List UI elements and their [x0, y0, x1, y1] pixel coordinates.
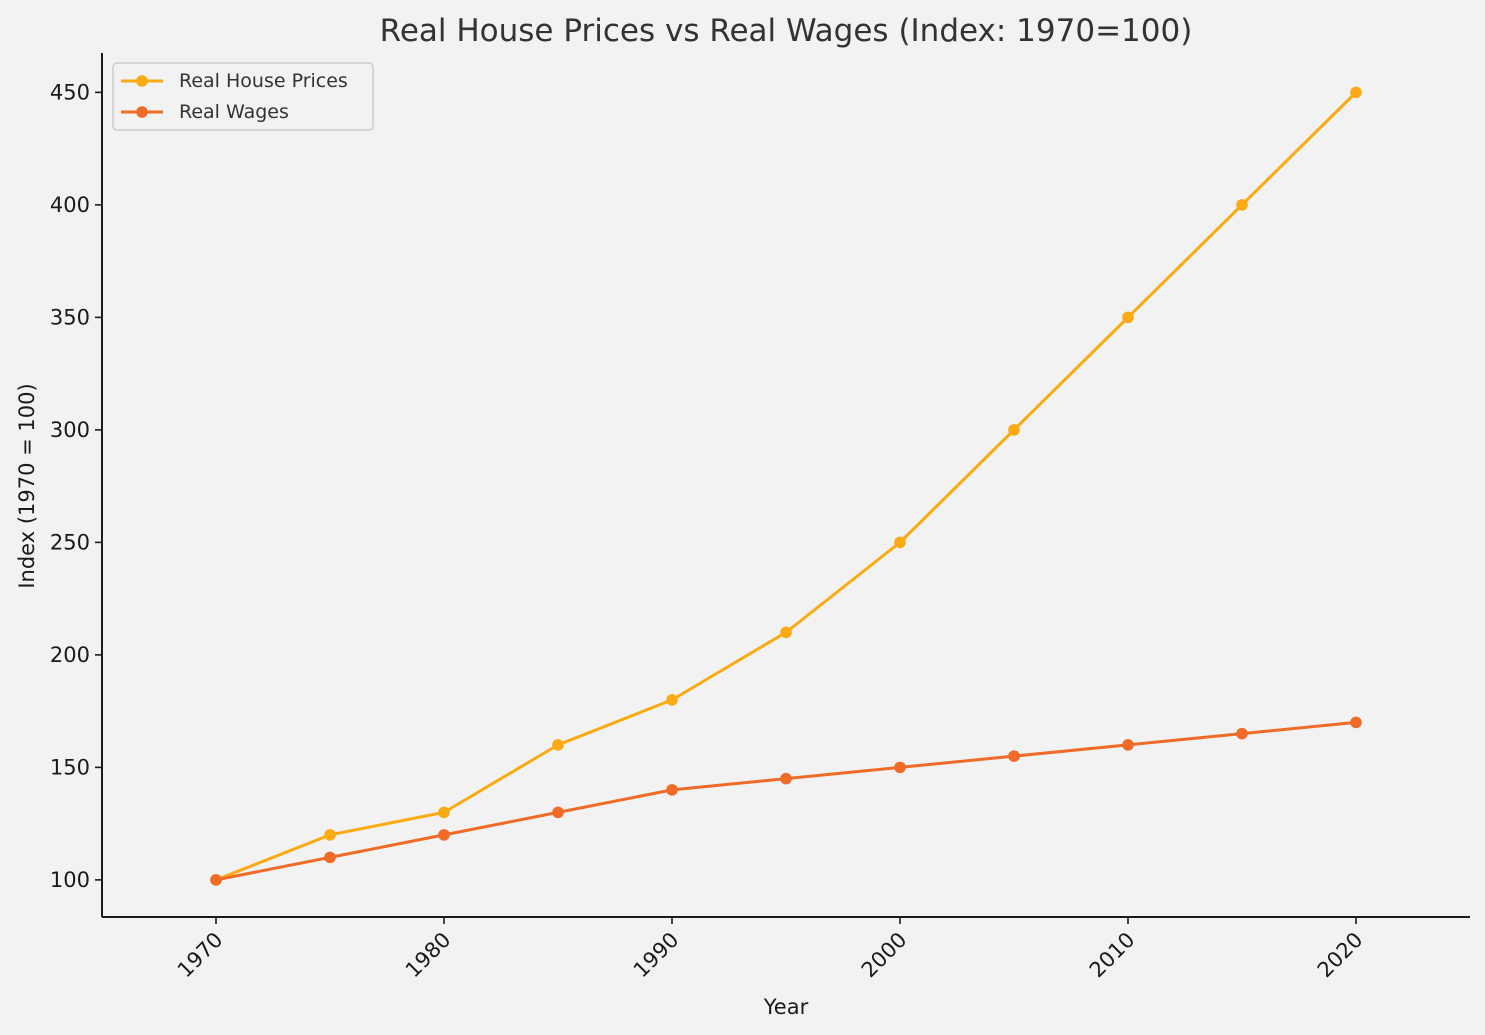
data-point: [666, 784, 678, 796]
data-point: [894, 761, 906, 774]
y-axis-label: Index (1970 = 100): [15, 383, 39, 588]
data-point: [438, 806, 450, 819]
data-point: [666, 694, 678, 706]
data-point: [1008, 424, 1020, 436]
data-point: [1236, 199, 1248, 211]
series-real-wages: [210, 716, 1362, 886]
axes: [101, 53, 1470, 918]
y-tick-label: 450: [50, 80, 90, 104]
legend-label: Real House Prices: [179, 70, 348, 92]
y-tick-label: 100: [50, 868, 90, 892]
data-point: [1350, 86, 1362, 99]
data-point: [552, 739, 564, 751]
legend-label: Real Wages: [179, 101, 289, 123]
data-point: [1236, 727, 1248, 740]
y-axis-ticks: 100 150 200 250 300 350 400 450: [50, 80, 102, 892]
chart-title: Real House Prices vs Real Wages (Index: …: [380, 13, 1193, 49]
data-point: [894, 536, 906, 549]
data-point: [1122, 739, 1134, 751]
y-tick-label: 350: [50, 305, 90, 329]
data-point: [210, 874, 222, 886]
data-point: [1008, 750, 1020, 762]
series-layer: [210, 86, 1362, 886]
legend: Real House Prices Real Wages: [112, 62, 374, 131]
data-point: [1350, 716, 1362, 729]
y-tick-label: 150: [50, 755, 90, 779]
data-point: [780, 626, 792, 639]
data-point: [1122, 311, 1134, 324]
x-axis-label: Year: [763, 995, 809, 1019]
legend-marker: [136, 106, 148, 118]
y-tick-label: 200: [50, 643, 90, 667]
data-point: [552, 806, 564, 819]
y-tick-label: 300: [50, 418, 90, 442]
y-tick-label: 400: [50, 193, 90, 217]
legend-frame: [112, 62, 374, 131]
y-tick-label: 250: [50, 530, 90, 554]
data-point: [324, 851, 336, 864]
data-point: [438, 829, 450, 841]
legend-marker: [136, 75, 148, 87]
series-real-house-prices: [210, 86, 1362, 886]
data-point: [780, 772, 792, 785]
data-point: [324, 829, 336, 841]
